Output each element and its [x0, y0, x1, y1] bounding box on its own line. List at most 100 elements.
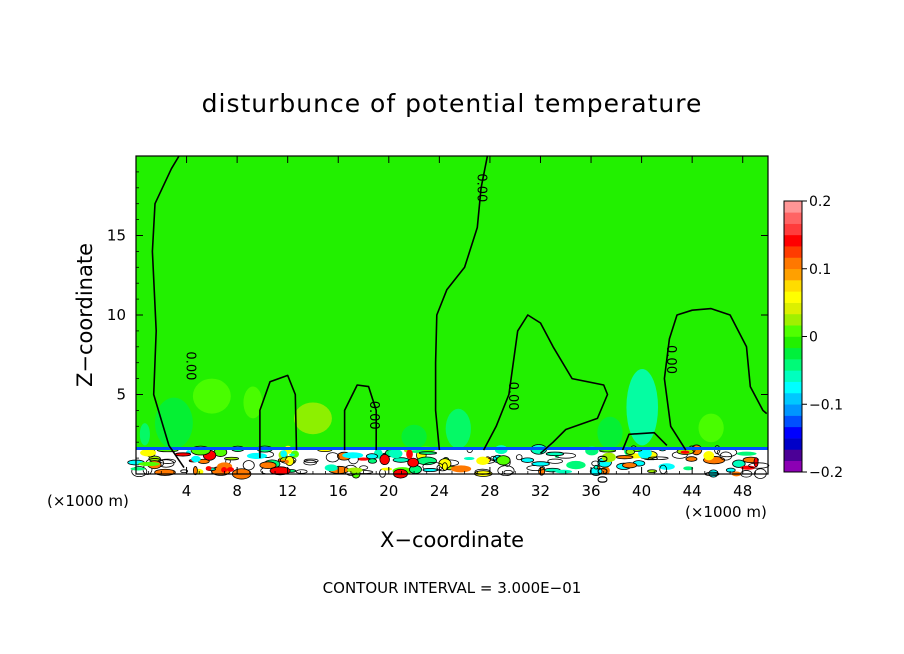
temperature-patch-0	[192, 378, 231, 414]
colorbar-swatch-1	[784, 449, 802, 462]
surface-cell	[680, 450, 690, 454]
colorbar-swatch-13	[784, 313, 802, 326]
colorbar-swatch-4	[784, 415, 802, 428]
x-tick-label: 8	[232, 482, 242, 500]
contour-lines	[151, 155, 768, 469]
surface-cell	[324, 464, 338, 472]
x-tick-label: 32	[531, 482, 550, 500]
colorbar-tick-label: 0	[809, 330, 818, 346]
colorbar-swatch-5	[784, 404, 802, 416]
contour-line-3	[343, 384, 377, 451]
contour-label-0: 0.00	[183, 351, 198, 380]
temperature-patch-3	[154, 397, 193, 449]
surface-cell	[703, 450, 715, 461]
y-tick-label: 5	[116, 386, 126, 404]
contour-line-1	[434, 155, 489, 451]
colorbar-swatch-21	[784, 223, 802, 236]
colorbar-swatch-15	[784, 291, 802, 303]
surface-cell	[342, 452, 364, 459]
x-tick-label: 4	[182, 482, 192, 500]
x-unit-right: (×1000 m)	[685, 503, 767, 521]
colorbar-tick-label: 0.2	[809, 194, 831, 210]
surface-cell	[520, 457, 535, 463]
surface-cell	[476, 456, 490, 466]
contour-label-3: 0.00	[366, 401, 381, 430]
surface-cell	[496, 455, 511, 466]
surface-cell	[280, 450, 287, 458]
colorbar-swatch-9	[784, 359, 802, 371]
colorbar-swatch-6	[784, 392, 802, 405]
x-tick-label: 48	[733, 482, 752, 500]
surface-cell	[159, 458, 176, 464]
surface-cell	[683, 466, 694, 471]
surface-cell	[736, 451, 757, 456]
colorbar-tick-label: −0.1	[809, 397, 843, 413]
y-axis-label: Z−coordinate	[73, 243, 97, 387]
colorbar-swatch-2	[784, 438, 802, 450]
contour-labels: 0.00 0.00 0.00 0.00 0.00 0.00	[183, 173, 678, 483]
temperature-patch-6	[626, 369, 659, 446]
colorbar-tick-label: 0.1	[809, 262, 831, 278]
chart-title: disturbunce of potential temperature	[202, 89, 703, 118]
surface-cell	[180, 469, 189, 474]
surface-cell	[725, 467, 736, 473]
surface-cell	[379, 453, 390, 466]
temperature-patch-7	[597, 416, 623, 449]
x-tick-label: 20	[379, 482, 398, 500]
surface-cell	[289, 453, 295, 457]
colorbar-ticks: −0.2 −0.1 0 0.1 0.2	[802, 194, 843, 481]
y-tick-label: 10	[107, 306, 126, 324]
surface-cell	[192, 466, 198, 476]
surface-cell	[497, 465, 515, 477]
surface-cell	[381, 467, 393, 471]
surface-cell	[545, 451, 565, 457]
surface-cell	[392, 457, 410, 463]
surface-cell	[593, 464, 599, 470]
contour-label-2: 0.00	[505, 382, 520, 411]
colorbar-swatch-19	[784, 246, 802, 258]
contour-label-1: 0.00	[473, 173, 488, 202]
surface-cell	[221, 466, 227, 473]
colorbar-swatch-17	[784, 268, 802, 281]
colorbar-swatch-22	[784, 212, 802, 224]
surface-cell	[367, 458, 378, 464]
colorbar-swatch-10	[784, 347, 802, 360]
y-tick-label: 15	[107, 227, 126, 245]
colorbar: −0.2 −0.1 0 0.1 0.2	[783, 194, 843, 481]
surface-cell	[647, 469, 658, 474]
surface-cell	[130, 467, 146, 471]
surface-cell	[615, 455, 634, 460]
surface-cell	[224, 456, 240, 461]
surface-cell	[407, 457, 419, 468]
surface-cell	[463, 456, 475, 461]
surface-cell	[205, 466, 212, 471]
colorbar-swatch-7	[784, 381, 802, 394]
colorbar-swatch-3	[784, 426, 802, 439]
contour-interval-note: CONTOUR INTERVAL = 3.000E−01	[323, 579, 582, 597]
colorbar-swatch-16	[784, 280, 802, 292]
surface-cell	[531, 461, 550, 467]
surface-cell	[753, 457, 759, 468]
colorbar-swatch-8	[784, 370, 802, 382]
surface-cell	[515, 454, 523, 461]
surface-cell	[566, 460, 586, 470]
surface-cell	[357, 457, 370, 461]
x-axis-ticks: 4 8 12 16 20 24 28 32 36 40 44 48	[148, 156, 756, 500]
x-tick-label: 36	[581, 482, 600, 500]
surface-cell	[303, 459, 317, 466]
surface-cell	[365, 453, 378, 460]
surface-cell	[547, 458, 563, 464]
surface-cell	[246, 452, 268, 460]
colorbar-swatch-23	[784, 201, 802, 213]
x-tick-label: 24	[430, 482, 449, 500]
x-tick-label: 28	[480, 482, 499, 500]
surface-cell	[622, 462, 638, 469]
surface-cell	[441, 462, 448, 471]
colorbar-swatches	[784, 201, 802, 473]
surface-cell	[359, 465, 369, 470]
temperature-patch-5	[445, 408, 471, 449]
colorbar-tick-label: −0.2	[809, 465, 843, 481]
colorbar-swatch-20	[784, 234, 802, 247]
surface-cell	[719, 451, 733, 461]
